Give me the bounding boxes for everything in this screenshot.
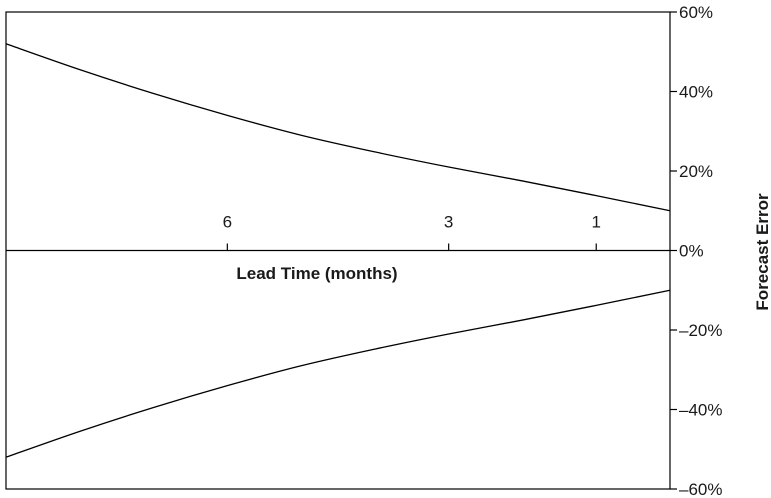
y-tick-label: –40% (679, 401, 722, 420)
upper-error-curve (5, 43, 671, 212)
y-axis-title: Forecast Error (753, 193, 771, 311)
x-tick-label: 6 (223, 213, 232, 232)
y-tick-label: 40% (679, 83, 713, 102)
lower-error-curve (5, 289, 671, 458)
y-tick-label: 0% (679, 242, 704, 261)
y-axis: 60% 40% 20% 0% –20% –40% –60% (670, 3, 722, 498)
x-tick-label: 3 (444, 213, 453, 232)
y-tick-label: –20% (679, 321, 722, 340)
x-tick-label: 1 (591, 213, 600, 232)
y-tick-label: 20% (679, 162, 713, 181)
y-tick-label: –60% (679, 480, 722, 498)
y-tick-label: 60% (679, 3, 713, 22)
x-axis: 6 3 1 (223, 213, 601, 251)
x-axis-title: Lead Time (months) (236, 264, 397, 283)
series-group (5, 43, 671, 458)
